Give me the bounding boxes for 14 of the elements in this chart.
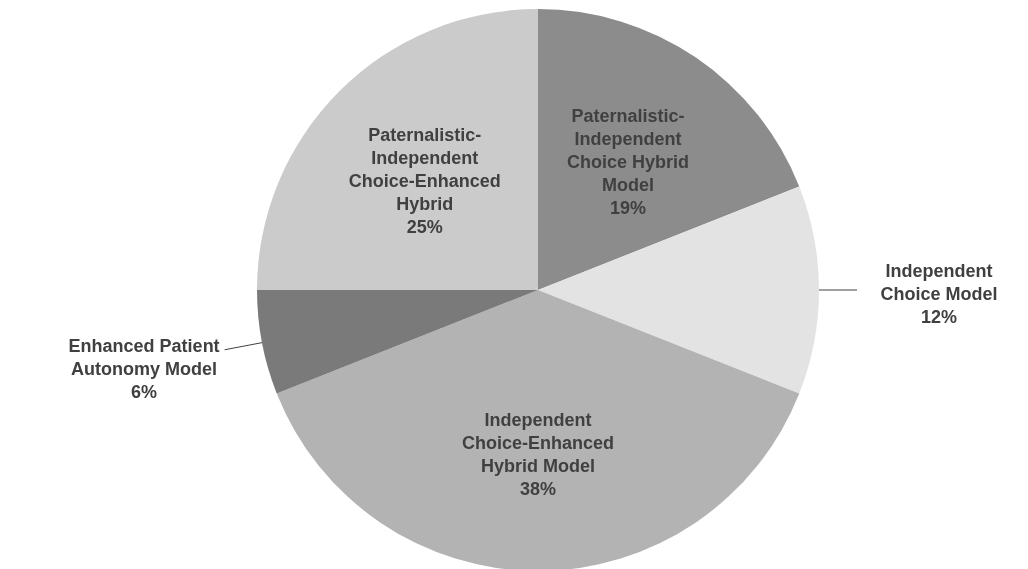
data-label: 19% bbox=[610, 197, 647, 218]
data-label: 6% bbox=[131, 382, 158, 403]
data-label: 12% bbox=[920, 307, 958, 327]
slice-label: Independent Choice Model bbox=[880, 261, 998, 304]
data-label: 25% bbox=[406, 216, 443, 237]
slice-label: Independent Choice-Enhanced Hybrid Model bbox=[461, 409, 615, 476]
pie-slice bbox=[257, 9, 538, 290]
pie-slice bbox=[257, 290, 538, 394]
slice-label: Paternalistic- Independent Choice Hybrid Model bbox=[567, 105, 690, 195]
data-label: 38% bbox=[519, 478, 557, 499]
pie-slice bbox=[276, 290, 800, 569]
pie-slice bbox=[538, 9, 800, 290]
slice-label: Enhanced Patient Autonomy Model bbox=[68, 336, 220, 380]
slice-label: Paternalistic- Independent Choice-Enhanced Hybrid bbox=[348, 124, 501, 214]
